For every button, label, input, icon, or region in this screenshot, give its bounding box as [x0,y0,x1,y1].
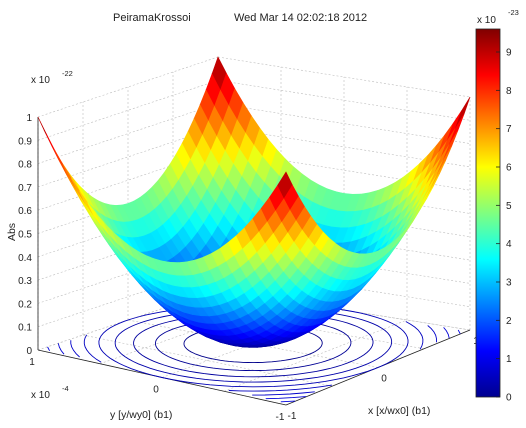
colorbar-tick-label: 6 [506,163,512,174]
y-multiplier: x 10 [31,390,50,401]
colorbar-multiplier-exp: -23 [508,8,519,17]
z-tick-label: 0.6 [18,206,32,217]
colorbar-tick-label: 7 [506,124,512,135]
colorbar-tick-label: 3 [506,278,512,289]
y-multiplier-exp: -4 [62,384,69,393]
z-tick-label: 0 [26,346,32,357]
z-multiplier: x 10 [31,75,50,86]
colorbar-tick-label: 8 [506,86,512,97]
z-tick-label: 0.3 [18,276,32,287]
z-tick-label: 0.7 [18,183,32,194]
axis-ticks: 00.10.20.30.40.50.60.70.80.91-101-101 [18,113,479,423]
colorbar-ticks: 0 1 2 3 4 5 6 7 8 9 [496,48,512,404]
grid-line [223,319,408,392]
grid-line [217,80,471,121]
z-tick-label: 0.2 [18,299,32,310]
colorbar-multiplier: x 10 [477,15,496,26]
colorbar-tick-label: 9 [506,48,512,59]
y-tick-label: 0 [153,385,159,396]
z-multiplier-exp: -22 [62,69,73,78]
x-axis-label: x [x/wx0] (b1) [368,405,430,417]
colorbar-tick-label: 2 [506,316,512,327]
grid-line [217,56,471,98]
grid-line [127,319,379,368]
grid-line [217,266,471,307]
chart-title-date: Wed Mar 14 02:02:18 2012 [234,12,367,24]
colorbar [475,28,501,398]
z-tick-label: 0.5 [18,230,32,241]
surface-mesh [37,56,471,348]
y-axis-label: y [y/wy0] (b1) [110,409,172,421]
grid-line [217,173,471,214]
grid-line [217,243,471,284]
surface-patch [455,96,471,129]
y-tick-label: -1 [276,412,285,423]
grid-line [217,219,471,261]
grid-line [217,196,471,238]
z-tick-label: 0.8 [18,160,32,171]
z-tick-label: 0.9 [18,136,32,147]
z-axis-label: Abs [6,223,18,241]
colorbar-tick-label: 0 [506,393,512,404]
grid-line [217,103,471,144]
x-tick-label: -1 [288,411,297,422]
x-tick-label: 0 [381,374,387,385]
colorbar-tick-label: 1 [506,354,512,365]
y-tick-label: 1 [29,357,35,368]
colorbar-tick-label: 5 [506,201,512,212]
chart-title-name: PeiramaKrossoi [113,12,191,24]
z-tick-label: 1 [26,113,32,124]
surface-patch [277,171,293,199]
grid-line [217,289,471,331]
z-tick-label: 0.1 [18,323,32,334]
colorbar-tick-label: 4 [506,239,512,250]
z-tick-label: 0.4 [18,253,32,264]
